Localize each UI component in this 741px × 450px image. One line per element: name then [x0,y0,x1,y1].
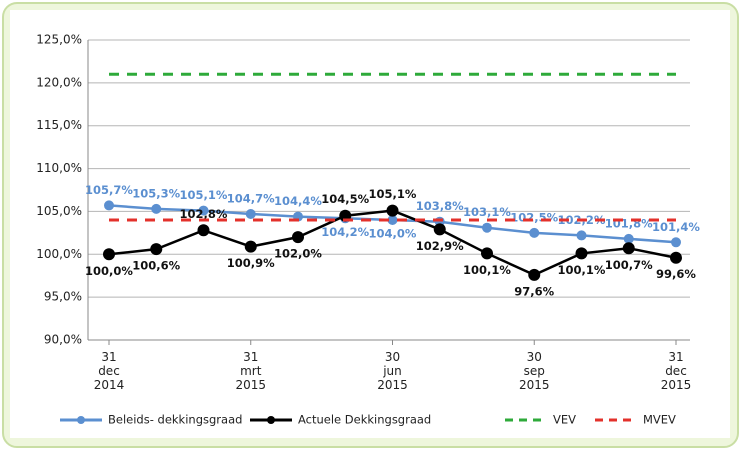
x-tick-label-line: sep [524,364,545,378]
y-tick-label: 115,0% [36,118,82,132]
legend-label: Beleids- dekkingsgraad [108,413,242,427]
data-label: 97,6% [514,284,554,298]
data-point [482,222,492,233]
data-label: 100,7% [605,258,653,272]
x-tick-label-line: dec [98,364,120,378]
y-tick-label: 90,0% [44,333,82,347]
data-label: 102,8% [180,207,228,221]
x-tick-label: 31 dec 2015 [661,350,692,392]
data-label: 105,3% [132,186,180,200]
data-point [387,215,398,225]
data-point [198,205,209,216]
data-label: 101,8% [605,216,653,230]
y-tick-label: 125,0% [36,33,82,47]
y-tick-label: 105,0% [36,204,82,218]
data-label: 100,1% [558,263,606,277]
x-tick-label-line: 30 [527,350,542,364]
data-label: 100,6% [132,259,180,273]
data-point [670,251,682,264]
legend-label: MVEV [643,413,676,427]
data-point [197,224,210,237]
data-label: 100,1% [463,263,511,277]
data-point [671,237,681,248]
x-tick-label-line: 2015 [377,378,408,392]
y-tick-label: 110,0% [36,161,82,175]
x-tick-label-line: 31 [243,350,258,364]
data-label: 105,1% [369,187,417,201]
x-tick-label: 31 dec 2014 [94,350,125,392]
legend-label: VEV [553,413,576,427]
data-point [292,231,304,244]
data-point [104,200,114,211]
data-point [575,247,588,260]
data-label: 105,1% [180,188,228,202]
data-point [245,209,256,219]
data-label: 102,0% [274,247,322,261]
data-label: 104,4% [274,194,322,208]
plot-background [10,10,730,438]
data-point [576,230,587,241]
data-label: 104,0% [369,227,417,241]
y-tick-label: 95,0% [44,290,82,304]
data-point [244,240,257,253]
legend-label: Actuele Dekkingsgraad [298,413,431,427]
data-point [151,203,162,214]
x-tick-label-line: 30 [385,350,400,364]
x-tick-label-line: mrt [240,364,262,378]
data-point [622,242,635,255]
x-tick-label-line: 2015 [661,378,692,392]
data-label: 103,1% [463,205,511,219]
data-point [150,243,163,256]
x-tick-label-line: 31 [668,350,683,364]
x-tick-label-line: dec [665,364,687,378]
data-label: 99,6% [656,267,696,281]
data-point [433,223,446,236]
data-point [481,247,493,260]
data-point [529,227,540,238]
data-point [623,233,634,244]
data-label: 101,4% [652,220,700,234]
data-label: 104,5% [321,192,369,206]
data-point [103,248,115,261]
legend-marker [77,416,85,424]
data-label: 104,7% [227,192,275,206]
data-label: 104,2% [321,225,369,239]
x-tick-label-line: 2014 [94,378,125,392]
data-label: 100,9% [227,256,275,270]
data-label: 105,7% [85,183,133,197]
data-point [528,268,541,281]
legend-marker [267,416,275,424]
data-label: 102,5% [510,210,558,224]
x-tick-label-line: 2015 [235,378,266,392]
x-tick-label-line: 31 [101,350,116,364]
x-tick-label-line: 2015 [519,378,550,392]
x-tick-label-line: jun [382,364,402,378]
x-tick-label: 31 mrt 2015 [235,350,266,392]
data-point [386,204,399,217]
y-tick-label: 100,0% [36,247,82,261]
y-tick-label: 120,0% [36,75,82,89]
x-tick-label: 30 sep 2015 [519,350,550,392]
x-tick-label: 30 jun 2015 [377,350,408,392]
data-label: 103,8% [416,199,464,213]
data-label: 100,0% [85,264,133,278]
data-label: 102,9% [416,239,464,253]
